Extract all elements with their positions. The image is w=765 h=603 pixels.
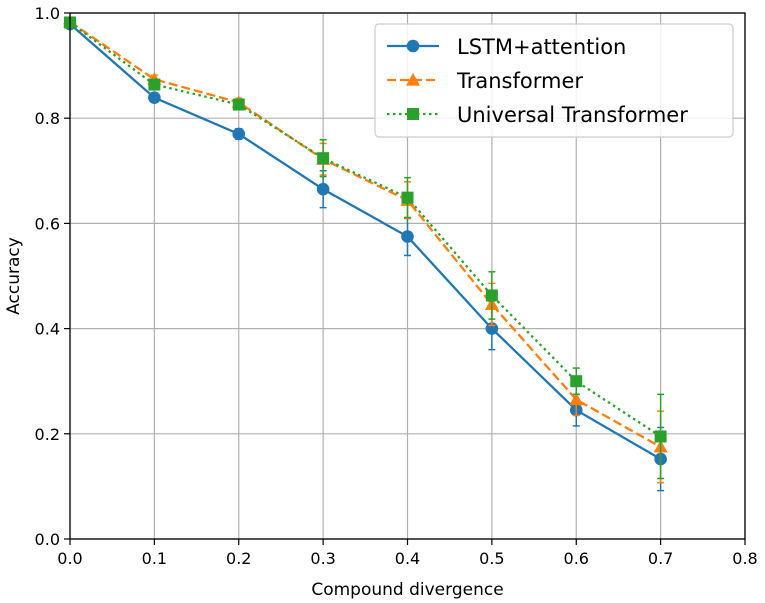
axis-ticks: 0.0 0.1 0.2 0.3 0.4 0.5 0.6 0.7 0.8 0.0 0.2 0.4 0.6 0… bbox=[35, 4, 758, 568]
x-tick-label: 0.3 bbox=[310, 549, 335, 568]
y-tick-label: 0.4 bbox=[35, 320, 60, 339]
x-tick-label: 0.1 bbox=[142, 549, 167, 568]
y-tick-label: 0.6 bbox=[35, 214, 60, 233]
x-tick-label: 0.6 bbox=[564, 549, 589, 568]
y-tick-label: 0.8 bbox=[35, 109, 60, 128]
y-tick-label: 0.0 bbox=[35, 530, 60, 549]
data-point bbox=[569, 392, 584, 406]
legend-label: Transformer bbox=[456, 69, 583, 93]
x-tick-label: 0.5 bbox=[479, 549, 504, 568]
x-tick-label: 0.8 bbox=[732, 549, 757, 568]
data-point bbox=[570, 375, 583, 388]
y-axis-label: Accuracy bbox=[4, 237, 24, 315]
series-line bbox=[69, 20, 662, 448]
legend-marker bbox=[406, 39, 420, 53]
legend: LSTM+attention Transformer Universal Trans… bbox=[374, 23, 734, 138]
data-point bbox=[232, 98, 245, 111]
plot-series bbox=[63, 14, 668, 492]
y-tick-label: 1.0 bbox=[35, 4, 60, 23]
series-2 bbox=[64, 16, 667, 480]
data-point bbox=[485, 289, 498, 302]
series-line bbox=[69, 21, 662, 438]
data-point bbox=[316, 182, 330, 196]
legend-item: Universal Transformer bbox=[387, 103, 688, 127]
legend-marker bbox=[407, 108, 419, 120]
legend-label: LSTM+attention bbox=[457, 35, 626, 59]
x-axis-label: Compound divergence bbox=[311, 580, 503, 600]
data-point bbox=[401, 230, 414, 243]
legend-label: Universal Transformer bbox=[457, 103, 688, 127]
x-tick-label: 0.7 bbox=[648, 549, 673, 568]
data-point bbox=[401, 191, 414, 204]
y-tick-label: 0.2 bbox=[35, 425, 60, 444]
data-point bbox=[148, 91, 161, 104]
data-point bbox=[654, 430, 667, 443]
series-line bbox=[69, 23, 662, 461]
data-point bbox=[317, 152, 330, 165]
x-tick-label: 0.4 bbox=[395, 549, 420, 568]
legend-item: LSTM+attention bbox=[387, 35, 626, 59]
x-tick-label: 0.2 bbox=[226, 549, 251, 568]
data-point bbox=[232, 127, 246, 141]
legend-box bbox=[374, 23, 734, 138]
legend-marker bbox=[406, 73, 420, 86]
legend-item: Transformer bbox=[387, 69, 583, 93]
x-tick-label: 0.0 bbox=[57, 549, 82, 568]
data-point bbox=[148, 78, 161, 91]
